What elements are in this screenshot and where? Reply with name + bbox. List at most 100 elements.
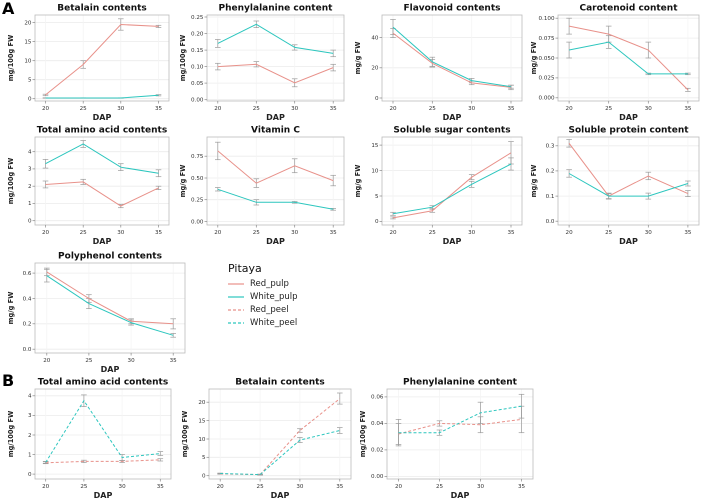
chart-soluble-protein-content-a: 0.0 0.1 0.2 0.3 20 25 30 35 Soluble protein cont… [529,124,706,246]
svg-text:5: 5 [28,78,32,84]
svg-text:0.15: 0.15 [191,48,204,54]
svg-text:0: 0 [28,219,32,225]
svg-text:20: 20 [42,484,50,490]
svg-text:20: 20 [389,106,397,112]
chart-flavonoid-contents-a: 0 20 40 20 25 30 35 Flavonoid contents mg/g FW DA… [353,2,529,122]
legend-entry-red_pulp: Red_pulp [228,279,348,289]
svg-text:25: 25 [436,484,444,490]
chart-svg-polyphenol-a: 0.0 0.2 0.4 0.6 20 25 30 35 Polyphenol contents m… [7,252,186,374]
svg-text:20: 20 [371,66,379,72]
legend-entry-label: White_pulp [250,292,298,302]
svg-text:35: 35 [684,230,692,236]
svg-text:0: 0 [202,474,206,480]
chart-svg-flavonoid-a: 0 20 40 20 25 30 35 Flavonoid contents mg/g FW DA… [354,4,523,122]
svg-text:25: 25 [429,230,437,236]
svg-text:0.100: 0.100 [538,16,554,22]
chart-svg-carotenoid-a: 0.000 0.025 0.050 0.075 0.100 20 25 30 35 Caroten… [530,4,700,122]
svg-text:30: 30 [291,230,299,236]
svg-text:25: 25 [85,358,93,364]
svg-text:Polyphenol contents: Polyphenol contents [58,252,162,262]
chart-vitamin-c-a: 0.00 0.25 0.50 0.75 20 25 30 35 Vitamin C mg/g FW… [178,124,351,246]
svg-text:30: 30 [645,230,653,236]
svg-text:40: 40 [371,35,379,41]
svg-text:0.00: 0.00 [371,474,384,480]
svg-text:15: 15 [371,143,379,149]
legend-entry-label: Red_peel [250,305,289,315]
svg-text:4: 4 [28,394,32,400]
svg-text:20: 20 [24,20,32,26]
svg-text:0: 0 [28,472,32,478]
svg-text:0.10: 0.10 [191,64,204,70]
legend-line-swatch [228,296,244,298]
svg-text:35: 35 [518,484,526,490]
svg-text:0.25: 0.25 [191,198,204,204]
chart-phenylalanine-content-a: 0.00 0.05 0.10 0.15 0.20 0.25 20 25 30 35 Phenylal… [178,2,351,122]
svg-text:35: 35 [155,230,163,236]
svg-text:20: 20 [217,484,225,490]
svg-text:0.0: 0.0 [546,219,555,225]
svg-text:0.6: 0.6 [23,271,32,277]
svg-text:2: 2 [28,184,32,190]
svg-text:35: 35 [330,230,338,236]
svg-text:35: 35 [330,106,338,112]
svg-text:15: 15 [198,418,206,424]
chart-polyphenol-contents-a: 0.0 0.2 0.4 0.6 20 25 30 35 Polyphenol contents m… [6,250,192,374]
svg-text:DAP: DAP [271,491,290,500]
legend-entry-red_peel: Red_peel [228,305,348,315]
chart-svg-vitamin-c-a: 0.00 0.25 0.50 0.75 20 25 30 35 Vitamin C mg/g FW… [179,126,345,246]
svg-text:20: 20 [43,358,51,364]
svg-text:20: 20 [42,106,50,112]
svg-text:20: 20 [214,230,222,236]
svg-text:5: 5 [202,455,206,461]
svg-text:0.20: 0.20 [191,31,204,37]
svg-text:30: 30 [291,106,299,112]
svg-text:DAP: DAP [93,237,112,246]
svg-text:25: 25 [80,484,88,490]
svg-text:20: 20 [566,230,574,236]
svg-text:0.00: 0.00 [191,98,204,104]
svg-text:0.75: 0.75 [191,154,204,160]
svg-text:0.50: 0.50 [191,176,204,182]
svg-text:0.2: 0.2 [546,169,555,175]
legend-line-swatch [228,322,244,324]
svg-text:25: 25 [257,484,265,490]
legend-line-swatch [228,309,244,311]
legend-line-swatch [228,283,244,285]
svg-text:25: 25 [253,230,261,236]
svg-text:0: 0 [28,97,32,103]
svg-text:25: 25 [429,106,437,112]
svg-text:0.1: 0.1 [546,194,555,200]
svg-text:mg/g FW: mg/g FW [530,164,538,198]
svg-text:0.00: 0.00 [191,219,204,225]
svg-text:DAP: DAP [266,113,285,122]
svg-text:20: 20 [566,106,574,112]
svg-text:0: 0 [375,219,379,225]
chart-total-amino-acid-contents-b: 0 1 2 3 4 20 25 30 35 Total amino acid contents mg… [6,376,178,500]
svg-text:mg/g FW: mg/g FW [7,291,15,325]
svg-text:mg/100g FW: mg/100g FW [179,34,187,81]
svg-text:0.04: 0.04 [371,421,384,427]
svg-text:DAP: DAP [94,491,113,500]
legend-entry-white_peel: White_peel [228,318,348,328]
svg-text:Soluble protein content: Soluble protein content [568,126,689,136]
svg-text:10: 10 [371,168,379,174]
svg-text:30: 30 [117,230,125,236]
svg-text:20: 20 [389,230,397,236]
svg-text:1: 1 [28,201,32,207]
svg-text:35: 35 [507,230,515,236]
chart-soluble-sugar-contents-a: 0 5 10 15 20 25 30 35 Soluble sugar contents mg/g… [353,124,529,246]
svg-text:15: 15 [24,39,32,45]
svg-text:mg/g FW: mg/g FW [354,41,362,75]
panel-b-label: B [2,371,15,390]
svg-text:Betalain contents: Betalain contents [235,378,325,388]
svg-text:10: 10 [198,437,206,443]
svg-text:1: 1 [28,452,32,458]
legend-entry-label: White_peel [250,318,298,328]
svg-text:35: 35 [684,106,692,112]
svg-text:0.05: 0.05 [191,81,204,87]
svg-text:35: 35 [507,106,515,112]
svg-text:DAP: DAP [93,113,112,122]
svg-text:0.3: 0.3 [546,144,555,150]
svg-text:mg/g FW: mg/g FW [179,164,187,198]
